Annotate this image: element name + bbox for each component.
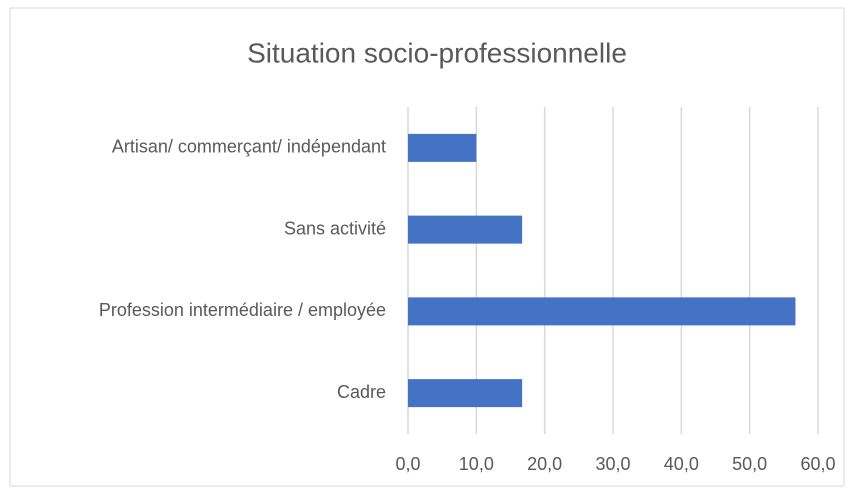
chart-frame [9,7,845,487]
chart-title: Situation socio-professionnelle [247,37,627,68]
x-tick-label: 0,0 [395,454,420,474]
y-tick-label: Artisan/ commerçant/ indépendant [112,137,386,157]
x-tick-label: 60,0 [800,454,835,474]
x-tick-label: 50,0 [732,454,767,474]
x-tick-label: 10,0 [459,454,494,474]
bar [408,215,523,244]
x-tick-label: 40,0 [664,454,699,474]
y-tick-label: Sans activité [284,218,386,238]
x-tick-label: 20,0 [527,454,562,474]
bar [408,297,796,326]
bar [408,379,523,408]
y-tick-label: Cadre [337,382,386,402]
y-tick-label: Profession intermédiaire / employée [99,300,386,320]
bar [408,133,477,162]
x-tick-label: 30,0 [595,454,630,474]
